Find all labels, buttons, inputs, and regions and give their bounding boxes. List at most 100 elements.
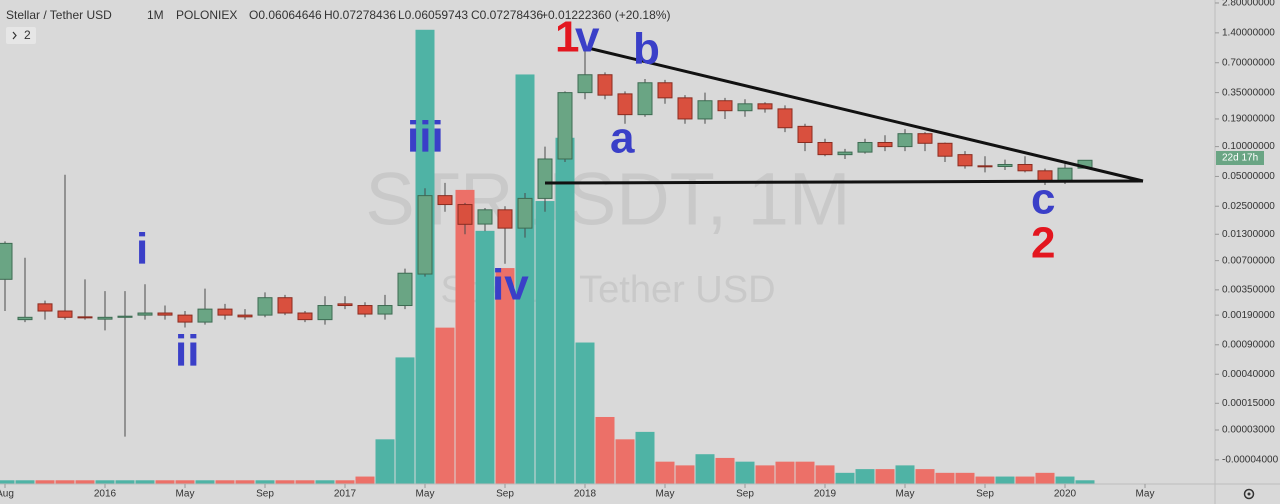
volume-bar [295,480,315,484]
candle-body [297,312,313,321]
y-tick-label: 0.00700000 [1222,255,1275,266]
candle-body [657,82,673,99]
header: Stellar / Tether USD 1M POLONIEX O0.0606… [6,8,670,44]
volume-bar [95,480,115,484]
volume-bar [595,416,615,484]
candle-body [557,92,573,160]
volume-bar [35,480,55,484]
volume-bar [395,357,415,484]
candle-body [277,297,293,314]
candle-body [877,141,893,148]
candle-body [37,303,53,312]
indicator-toggle[interactable] [6,27,36,44]
y-tick-label: 0.00090000 [1222,339,1275,350]
y-tick-label: 2.80000000 [1222,0,1275,9]
volume-bar [435,327,455,484]
x-tick-label: 2020 [1054,489,1077,500]
candle-body [677,97,693,120]
candle-body [637,82,653,116]
volume-bar [695,454,715,484]
countdown-background [1216,151,1264,165]
close-value: C0.07278436 [471,8,543,22]
x-tick-label: 2018 [574,489,597,500]
trendline-upper [587,46,1144,183]
y-tick-label: 0.35000000 [1222,87,1275,98]
wave-label: iii [407,113,444,162]
y-tick-label: 0.02500000 [1222,201,1275,212]
volume-bar [55,480,75,484]
exchange: POLONIEX [176,8,237,22]
candle-body [517,197,533,229]
volume-bar [355,476,375,484]
volume-bar [795,461,815,484]
wave-label: i [136,225,148,274]
wave-label: ii [175,327,199,376]
candle-body [497,209,513,229]
candle-body [237,314,253,318]
volume-bar [315,480,335,484]
candle-body [997,163,1013,167]
volume-bar [1015,476,1035,484]
volume-bar [655,461,675,484]
volume-bar [115,480,135,484]
volume-bar [575,342,595,484]
candle-body [457,204,473,225]
candle-body [0,242,13,280]
y-tick-label: 0.00190000 [1222,310,1275,321]
candle-body [857,141,873,153]
change-value: +0.01222360 (+20.18%) [541,8,670,22]
candle-body [797,125,813,143]
candle-body [917,133,933,144]
volume-bar [755,465,775,484]
volume-bar [75,480,95,484]
trendlines [544,46,1144,185]
volume-bar [275,480,295,484]
candle-body [417,195,433,275]
candle-body [397,272,413,307]
candle-body [577,74,593,94]
candle-body [57,310,73,318]
volume-bar [635,431,655,484]
trendline-lower [544,179,1144,185]
candle-body [617,93,633,116]
volume-bar [915,469,935,484]
volume-bar [675,465,695,484]
open-value: O0.06064646 [249,8,322,22]
x-tick-label: 2016 [94,489,117,500]
wave-label: c [1031,175,1055,224]
volume-bar [835,472,855,484]
candle-body [757,103,773,110]
annotations: 1 v b iii a i ii iv c 2 [136,13,1055,376]
volume-bar [455,189,475,484]
candle-body [257,297,273,316]
volume-bar [895,465,915,484]
candle-body [17,316,33,321]
volume-bar [335,480,355,484]
volume-bar [155,480,175,484]
candle-body [597,74,613,96]
settings-button[interactable] [1243,488,1255,500]
y-tick-label: 0.01300000 [1222,229,1275,240]
candle-body [77,316,93,319]
x-tick-label: Sep [496,489,514,500]
candle-body [137,312,153,316]
volume-bar [375,439,395,484]
volume-bar [995,476,1015,484]
volume-bar [715,457,735,484]
volume-bar [975,476,995,484]
candle-body [697,100,713,120]
candle-body [357,305,373,315]
wave-label: 2 [1031,219,1055,268]
x-tick-label: Sep [736,489,754,500]
wave-label: b [633,25,660,74]
volume-bar [735,461,755,484]
candles [0,50,1093,437]
candle-body [97,316,113,320]
x-tick-label: May [656,489,675,500]
volume-bar [1075,480,1095,484]
candle-body [957,154,973,167]
volume-bar [955,472,975,484]
volume-bar [935,472,955,484]
x-tick-label: May [416,489,435,500]
